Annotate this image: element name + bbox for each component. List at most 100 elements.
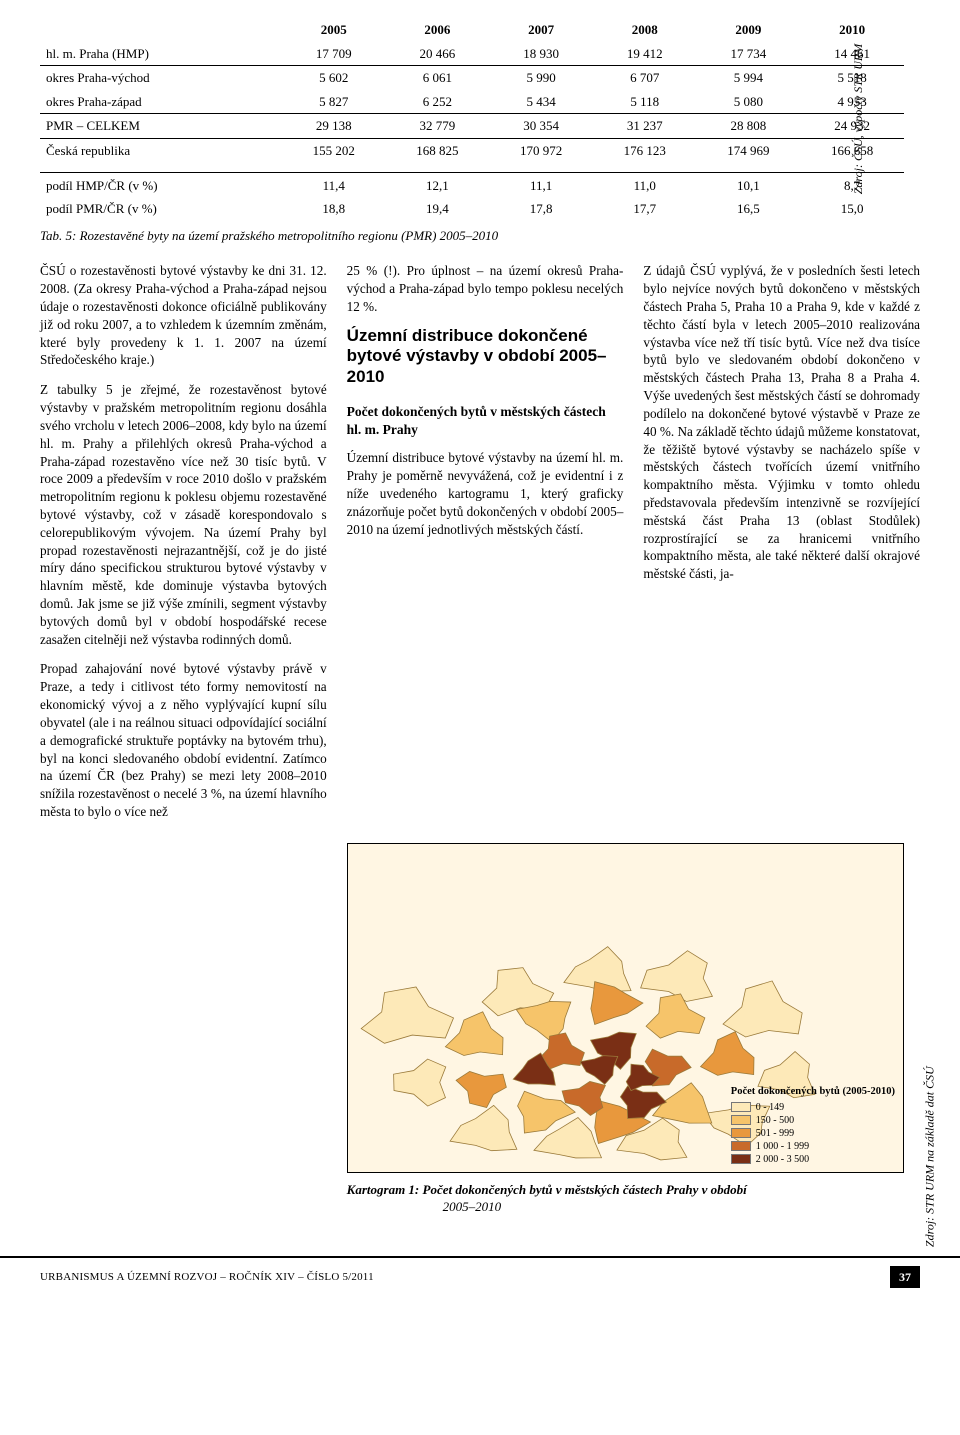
data-table: 200520062007200820092010 hl. m. Praha (H… bbox=[40, 18, 904, 221]
table-source: Zdroj: ČSÚ, výpočty STR URM bbox=[851, 44, 867, 195]
legend-swatch bbox=[731, 1115, 751, 1125]
row-label: PMR – CELKEM bbox=[40, 114, 282, 139]
legend-row: 150 - 500 bbox=[731, 1114, 895, 1127]
cell: 176 123 bbox=[593, 138, 697, 162]
legend-swatch bbox=[731, 1128, 751, 1138]
cell: 5 827 bbox=[282, 90, 386, 114]
table-row: okres Praha-západ5 8276 2525 4345 1185 0… bbox=[40, 90, 904, 114]
cell: 18,8 bbox=[282, 197, 386, 221]
text-columns: ČSÚ o rozestavěnosti bytové výstavby ke … bbox=[40, 262, 920, 832]
cell: 5 080 bbox=[697, 90, 801, 114]
legend-label: 1 000 - 1 999 bbox=[756, 1140, 809, 1153]
cartogram-map: Počet dokončených bytů (2005-2010) 0 - 1… bbox=[347, 843, 904, 1173]
cell: 6 707 bbox=[593, 66, 697, 90]
map-caption-bold: Kartogram 1: Počet dokončených bytů v mě… bbox=[347, 1182, 747, 1197]
table-caption: Tab. 5: Rozestavěné byty na území pražsk… bbox=[40, 227, 920, 245]
table-header: 2008 bbox=[593, 18, 697, 42]
table-header bbox=[40, 18, 282, 42]
column-1: ČSÚ o rozestavěnosti bytové výstavby ke … bbox=[40, 262, 327, 832]
table-header: 2005 bbox=[282, 18, 386, 42]
body-text: ČSÚ o rozestavěnosti bytové výstavby ke … bbox=[40, 262, 327, 369]
cell: 28 808 bbox=[697, 114, 801, 139]
body-text: Územní distribuce bytové výstavby na úze… bbox=[347, 449, 624, 538]
cell: 170 972 bbox=[489, 138, 593, 162]
legend-label: 150 - 500 bbox=[756, 1114, 794, 1127]
cell: 12,1 bbox=[386, 172, 490, 197]
cell: 6 061 bbox=[386, 66, 490, 90]
legend-swatch bbox=[731, 1141, 751, 1151]
legend-row: 501 - 999 bbox=[731, 1127, 895, 1140]
cell: 6 252 bbox=[386, 90, 490, 114]
cell: 11,0 bbox=[593, 172, 697, 197]
section-heading: Územní distribuce dokončené bytové výsta… bbox=[347, 326, 624, 387]
row-label: okres Praha-východ bbox=[40, 66, 282, 90]
body-text: Z tabulky 5 je zřejmé, že rozestavěnost … bbox=[40, 381, 327, 648]
cell: 30 354 bbox=[489, 114, 593, 139]
row-label: okres Praha-západ bbox=[40, 90, 282, 114]
map-caption-rest: 2005–2010 bbox=[443, 1198, 904, 1216]
map-wrap: Počet dokončených bytů (2005-2010) 0 - 1… bbox=[347, 843, 920, 1216]
table-header: 2007 bbox=[489, 18, 593, 42]
table-row: Česká republika155 202168 825170 972176 … bbox=[40, 138, 904, 162]
cell: 5 994 bbox=[697, 66, 801, 90]
page-footer: URBANISMUS A ÚZEMNÍ ROZVOJ – ROČNÍK XIV … bbox=[0, 1256, 960, 1302]
cell: 11,1 bbox=[489, 172, 593, 197]
table-row: podíl HMP/ČR (v %)11,412,111,111,010,18,… bbox=[40, 172, 904, 197]
cell: 168 825 bbox=[386, 138, 490, 162]
cell: 20 466 bbox=[386, 42, 490, 66]
body-text: Z údajů ČSÚ vyplývá, že v posledních šes… bbox=[643, 262, 920, 583]
cell: 174 969 bbox=[697, 138, 801, 162]
legend-row: 1 000 - 1 999 bbox=[731, 1140, 895, 1153]
page-number: 37 bbox=[890, 1266, 920, 1288]
row-label: podíl HMP/ČR (v %) bbox=[40, 172, 282, 197]
column-3: Z údajů ČSÚ vyplývá, že v posledních šes… bbox=[643, 262, 920, 832]
cell: 5 990 bbox=[489, 66, 593, 90]
row-label: Česká republika bbox=[40, 138, 282, 162]
table-row: okres Praha-východ5 6026 0615 9906 7075 … bbox=[40, 66, 904, 90]
cell: 19 412 bbox=[593, 42, 697, 66]
cell: 17,8 bbox=[489, 197, 593, 221]
table-row: hl. m. Praha (HMP)17 70920 46618 93019 4… bbox=[40, 42, 904, 66]
legend-label: 501 - 999 bbox=[756, 1127, 794, 1140]
column-2: 25 % (!). Pro úplnost – na území okresů … bbox=[347, 262, 624, 832]
table-header: 2006 bbox=[386, 18, 490, 42]
table-row: PMR – CELKEM29 13832 77930 35431 23728 8… bbox=[40, 114, 904, 139]
body-text: 25 % (!). Pro úplnost – na území okresů … bbox=[347, 262, 624, 315]
row-label: hl. m. Praha (HMP) bbox=[40, 42, 282, 66]
legend-row: 2 000 - 3 500 bbox=[731, 1153, 895, 1166]
cell: 15,0 bbox=[800, 197, 904, 221]
column-1-continued bbox=[40, 839, 327, 1216]
legend-swatch bbox=[731, 1102, 751, 1112]
table-row: podíl PMR/ČR (v %)18,819,417,817,716,515… bbox=[40, 197, 904, 221]
map-district bbox=[393, 1059, 445, 1106]
map-legend: Počet dokončených bytů (2005-2010) 0 - 1… bbox=[731, 1085, 895, 1166]
map-caption: Kartogram 1: Počet dokončených bytů v mě… bbox=[347, 1181, 904, 1216]
cell: 31 237 bbox=[593, 114, 697, 139]
cell: 18 930 bbox=[489, 42, 593, 66]
cell: 19,4 bbox=[386, 197, 490, 221]
map-source: Zdroj: STR URM na základě dat ČSÚ bbox=[922, 1066, 938, 1247]
cell: 5 118 bbox=[593, 90, 697, 114]
table-header: 2010 bbox=[800, 18, 904, 42]
cell: 29 138 bbox=[282, 114, 386, 139]
legend-swatch bbox=[731, 1154, 751, 1164]
cell: 32 779 bbox=[386, 114, 490, 139]
table-header: 2009 bbox=[697, 18, 801, 42]
table-block: 200520062007200820092010 hl. m. Praha (H… bbox=[40, 18, 920, 221]
cell: 10,1 bbox=[697, 172, 801, 197]
legend-label: 2 000 - 3 500 bbox=[756, 1153, 809, 1166]
body-text: Propad zahajování nové bytové výstavby p… bbox=[40, 660, 327, 820]
cell: 11,4 bbox=[282, 172, 386, 197]
sub-heading: Počet dokončených bytů v městských částe… bbox=[347, 403, 624, 439]
legend-label: 0 - 149 bbox=[756, 1101, 784, 1114]
cell: 155 202 bbox=[282, 138, 386, 162]
legend-title: Počet dokončených bytů (2005-2010) bbox=[731, 1085, 895, 1099]
cell: 5 434 bbox=[489, 90, 593, 114]
cell: 17,7 bbox=[593, 197, 697, 221]
cell: 16,5 bbox=[697, 197, 801, 221]
legend-row: 0 - 149 bbox=[731, 1101, 895, 1114]
footer-text: URBANISMUS A ÚZEMNÍ ROZVOJ – ROČNÍK XIV … bbox=[40, 1270, 374, 1285]
cell: 5 602 bbox=[282, 66, 386, 90]
cell: 17 734 bbox=[697, 42, 801, 66]
cell: 17 709 bbox=[282, 42, 386, 66]
